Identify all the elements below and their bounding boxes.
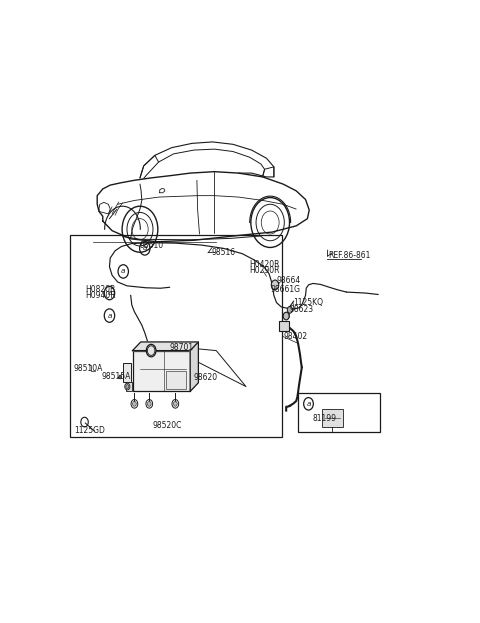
Text: 98520C: 98520C <box>152 421 181 430</box>
Text: H0290R: H0290R <box>250 265 280 275</box>
Circle shape <box>126 384 129 389</box>
Circle shape <box>119 375 122 379</box>
Circle shape <box>173 401 177 406</box>
Text: 1125KQ: 1125KQ <box>294 298 324 307</box>
Text: 98402: 98402 <box>283 331 307 341</box>
Text: 1125GD: 1125GD <box>74 426 105 435</box>
Bar <box>126 382 132 391</box>
Circle shape <box>146 345 156 357</box>
Bar <box>279 321 289 331</box>
Text: REF.86-861: REF.86-861 <box>328 251 370 260</box>
Polygon shape <box>132 342 198 351</box>
Bar <box>123 363 132 382</box>
Bar <box>166 371 186 389</box>
Text: H0940R: H0940R <box>85 291 116 300</box>
Text: 98610: 98610 <box>140 240 164 250</box>
Bar <box>298 393 380 432</box>
Circle shape <box>283 312 289 320</box>
Text: a: a <box>107 313 112 318</box>
Text: 98510A: 98510A <box>73 364 102 373</box>
Text: a: a <box>121 269 125 275</box>
Text: a: a <box>306 401 311 407</box>
Circle shape <box>125 383 130 390</box>
Text: 98620: 98620 <box>194 373 218 383</box>
Text: H0820R: H0820R <box>85 285 116 294</box>
Polygon shape <box>190 342 198 391</box>
Circle shape <box>132 401 136 406</box>
Text: 98623: 98623 <box>290 305 314 315</box>
Circle shape <box>271 280 279 290</box>
Text: 98516: 98516 <box>212 248 236 257</box>
Text: H0420R: H0420R <box>250 260 280 269</box>
Circle shape <box>288 307 292 313</box>
Circle shape <box>147 401 151 406</box>
Text: a: a <box>143 245 147 252</box>
Text: 81199: 81199 <box>313 414 337 423</box>
Bar <box>132 351 190 391</box>
Bar <box>71 235 282 437</box>
Text: a: a <box>107 290 112 296</box>
Bar <box>322 409 343 427</box>
Text: 98701: 98701 <box>170 343 194 352</box>
Text: 98661G: 98661G <box>271 285 301 294</box>
Text: 98515A: 98515A <box>102 373 131 381</box>
Text: 98664: 98664 <box>276 275 301 285</box>
